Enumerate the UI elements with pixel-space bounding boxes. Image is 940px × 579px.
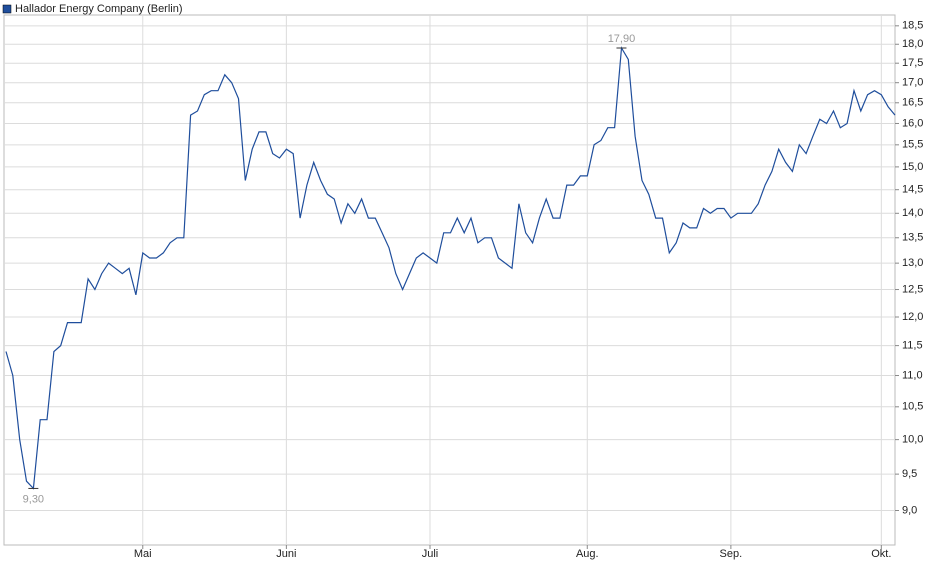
x-tick-label: Juni bbox=[276, 548, 296, 560]
y-tick-label: 9,0 bbox=[902, 504, 917, 516]
y-tick-label: 12,0 bbox=[902, 311, 923, 323]
legend-label: Hallador Energy Company (Berlin) bbox=[15, 3, 183, 15]
y-tick-label: 16,0 bbox=[902, 117, 923, 129]
y-tick-label: 13,0 bbox=[902, 257, 923, 269]
y-tick-label: 15,5 bbox=[902, 139, 923, 151]
y-tick-label: 12,5 bbox=[902, 283, 923, 295]
y-tick-label: 9,5 bbox=[902, 468, 917, 480]
value-label: 9,30 bbox=[23, 493, 44, 505]
y-tick-label: 14,0 bbox=[902, 207, 923, 219]
x-tick-label: Sep. bbox=[720, 548, 743, 560]
y-tick-label: 14,5 bbox=[902, 184, 923, 196]
x-tick-label: Okt. bbox=[871, 548, 891, 560]
y-tick-label: 10,5 bbox=[902, 401, 923, 413]
x-tick-label: Aug. bbox=[576, 548, 599, 560]
y-tick-label: 13,5 bbox=[902, 232, 923, 244]
x-tick-label: Juli bbox=[422, 548, 439, 560]
y-tick-label: 15,0 bbox=[902, 161, 923, 173]
y-tick-label: 10,0 bbox=[902, 434, 923, 446]
y-tick-label: 18,5 bbox=[902, 20, 923, 32]
y-tick-label: 16,5 bbox=[902, 97, 923, 109]
price-line bbox=[5, 46, 896, 490]
y-tick-label: 17,0 bbox=[902, 77, 923, 89]
y-tick-label: 17,5 bbox=[902, 57, 923, 69]
plot-area bbox=[3, 14, 896, 546]
value-label: 17,90 bbox=[608, 33, 636, 45]
legend-swatch bbox=[2, 4, 12, 14]
x-tick-label: Mai bbox=[134, 548, 152, 560]
y-tick-label: 11,5 bbox=[902, 340, 923, 352]
y-tick-label: 18,0 bbox=[902, 38, 923, 50]
y-tick-label: 11,0 bbox=[902, 369, 923, 381]
